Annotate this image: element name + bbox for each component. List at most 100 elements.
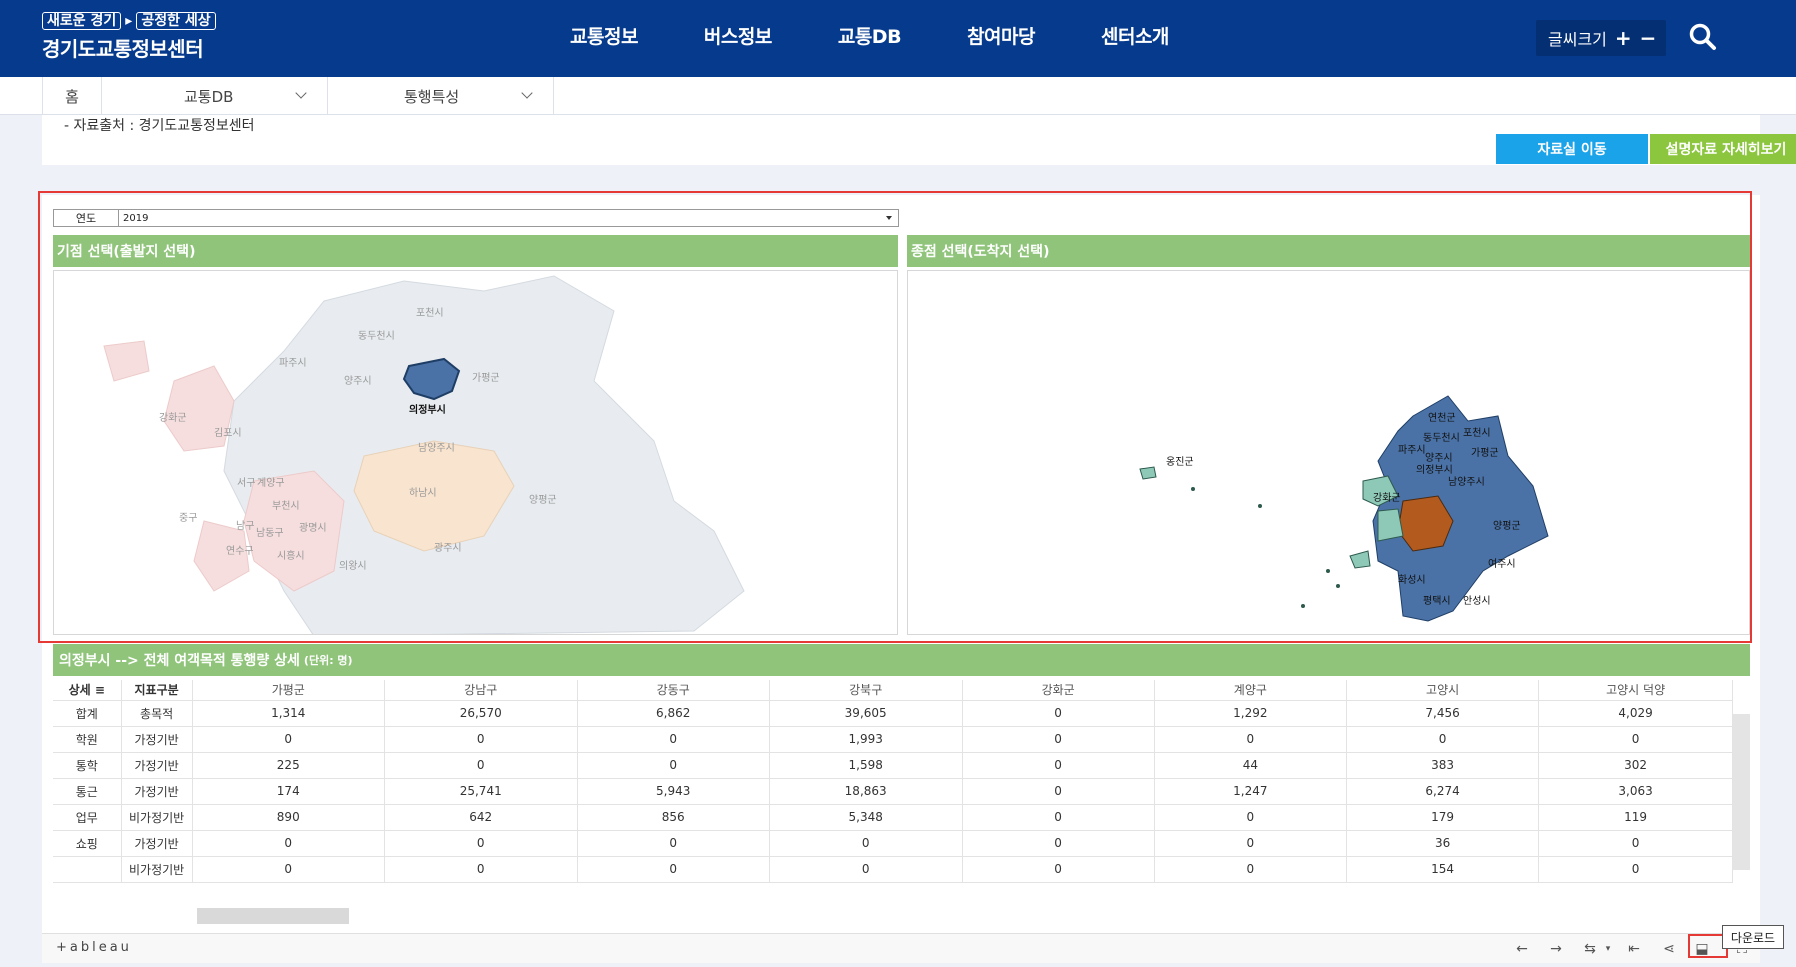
incheon-dest-shape[interactable] bbox=[1377, 508, 1404, 542]
undo-icon[interactable]: ← bbox=[1516, 941, 1528, 957]
table-vertical-scrollbar[interactable] bbox=[1733, 714, 1750, 870]
table-cell[interactable]: 0 bbox=[1154, 804, 1347, 831]
fullscreen-icon[interactable]: ⛶ bbox=[1737, 941, 1747, 957]
table-cell[interactable]: 302 bbox=[1538, 752, 1733, 779]
table-row[interactable]: 학원 가정기반 0 0 0 1,993 0 0 0 0 bbox=[53, 726, 1733, 753]
table-cell[interactable]: 7,456 bbox=[1346, 700, 1540, 727]
table-cell[interactable]: 642 bbox=[384, 804, 578, 831]
table-cell[interactable]: 6,862 bbox=[577, 700, 770, 727]
table-cell[interactable]: 4,029 bbox=[1538, 700, 1733, 727]
table-cell[interactable]: 154 bbox=[1346, 856, 1540, 883]
table-cell[interactable]: 0 bbox=[962, 726, 1155, 753]
table-cell[interactable]: 856 bbox=[577, 804, 770, 831]
nav-bus-info[interactable]: 버스정보 bbox=[703, 26, 772, 48]
table-cell[interactable]: 0 bbox=[577, 830, 770, 857]
table-cell[interactable]: 0 bbox=[577, 752, 770, 779]
breadcrumb-traffic-db[interactable]: 교통DB bbox=[102, 77, 328, 115]
table-cell[interactable]: 0 bbox=[384, 856, 578, 883]
font-decrease-button[interactable]: − bbox=[1639, 26, 1657, 50]
table-cell[interactable]: 0 bbox=[962, 700, 1155, 727]
download-icon[interactable]: ⬓ bbox=[1695, 941, 1709, 957]
share-icon[interactable]: ⋖ bbox=[1663, 941, 1675, 957]
table-cell[interactable]: 0 bbox=[1154, 726, 1347, 753]
year-dropdown[interactable]: 2019 bbox=[119, 209, 899, 227]
map-label-seogu: 서구 bbox=[237, 477, 255, 489]
nav-traffic-db[interactable]: 교통DB bbox=[837, 26, 902, 48]
table-cell[interactable]: 39,605 bbox=[769, 700, 963, 727]
table-cell[interactable]: 36 bbox=[1346, 830, 1540, 857]
archive-button[interactable]: 자료실 이동 bbox=[1496, 134, 1648, 164]
destination-map[interactable]: 연천군 동두천시 포천시 파주시 가평군 양주시 의정부시 남양주시 양평군 여… bbox=[907, 270, 1750, 635]
table-cell[interactable]: 0 bbox=[962, 804, 1155, 831]
table-cell[interactable]: 890 bbox=[192, 804, 385, 831]
reset-icon[interactable]: ⇤ bbox=[1628, 941, 1640, 957]
table-cell[interactable]: 0 bbox=[384, 726, 578, 753]
table-row[interactable]: 쇼핑 가정기반 0 0 0 0 0 0 36 0 bbox=[53, 830, 1733, 857]
table-row[interactable]: 비가정기반 0 0 0 0 0 0 154 0 bbox=[53, 856, 1733, 883]
breadcrumb-travel-characteristics[interactable]: 통행특성 bbox=[328, 77, 554, 115]
table-cell[interactable]: 0 bbox=[962, 752, 1155, 779]
table-cell[interactable]: 119 bbox=[1538, 804, 1733, 831]
nav-participation[interactable]: 참여마당 bbox=[967, 26, 1035, 48]
table-cell[interactable]: 44 bbox=[1154, 752, 1347, 779]
nav-traffic-info[interactable]: 교통정보 bbox=[570, 26, 638, 48]
table-cell[interactable]: 26,570 bbox=[384, 700, 578, 727]
nav-center-intro[interactable]: 센터소개 bbox=[1100, 26, 1169, 48]
table-cell[interactable]: 0 bbox=[1538, 726, 1733, 753]
table-cell[interactable]: 225 bbox=[192, 752, 385, 779]
table-row[interactable]: 통근 가정기반 174 25,741 5,943 18,863 0 1,247 6,274 3,0… bbox=[53, 778, 1733, 805]
col-header-detail[interactable]: 상세 ≡ bbox=[53, 680, 122, 701]
revert-icon[interactable]: ⇆ bbox=[1584, 941, 1596, 957]
redo-icon[interactable]: → bbox=[1550, 941, 1562, 957]
site-logo[interactable]: 새로운 경기 ▸ 공정한 세상 경기도교통정보센터 bbox=[42, 12, 216, 62]
sort-icon[interactable]: ≡ bbox=[94, 683, 105, 698]
table-horizontal-scrollbar[interactable] bbox=[197, 908, 349, 924]
table-cell[interactable]: 383 bbox=[1346, 752, 1540, 779]
table-cell[interactable]: 1,292 bbox=[1154, 700, 1347, 727]
table-cell[interactable]: 0 bbox=[384, 830, 578, 857]
search-icon[interactable] bbox=[1688, 22, 1718, 52]
table-cell[interactable]: 1,247 bbox=[1154, 778, 1347, 805]
table-cell[interactable]: 0 bbox=[192, 726, 385, 753]
revert-dropdown-icon[interactable]: ▾ bbox=[1605, 944, 1611, 954]
table-cell[interactable]: 0 bbox=[769, 856, 963, 883]
table-row[interactable]: 통학 가정기반 225 0 0 1,598 0 44 383 302 bbox=[53, 752, 1733, 779]
font-size-label: 글씨크기 bbox=[1548, 30, 1607, 49]
table-cell[interactable]: 179 bbox=[1346, 804, 1540, 831]
table-cell[interactable]: 0 bbox=[1538, 856, 1733, 883]
site-header: 새로운 경기 ▸ 공정한 세상 경기도교통정보센터 교통정보 버스정보 교통DB… bbox=[0, 0, 1796, 77]
table-cell[interactable]: 0 bbox=[577, 856, 770, 883]
table-cell[interactable]: 0 bbox=[577, 726, 770, 753]
table-cell[interactable]: 0 bbox=[962, 778, 1155, 805]
table-cell[interactable]: 3,063 bbox=[1538, 778, 1733, 805]
uijeongbu-selected-shape[interactable] bbox=[402, 357, 461, 401]
table-cell[interactable]: 0 bbox=[1538, 830, 1733, 857]
table-cell[interactable]: 1,598 bbox=[769, 752, 963, 779]
detail-doc-button[interactable]: 설명자료 자세히보기 bbox=[1650, 134, 1796, 164]
breadcrumb-home[interactable]: 홈 bbox=[42, 77, 102, 115]
table-cell[interactable]: 0 bbox=[962, 830, 1155, 857]
table-cell[interactable]: 0 bbox=[192, 830, 385, 857]
table-cell[interactable]: 0 bbox=[192, 856, 385, 883]
tableau-logo[interactable]: +ableau bbox=[56, 940, 132, 955]
font-increase-button[interactable]: + bbox=[1614, 26, 1632, 50]
table-cell[interactable]: 6,274 bbox=[1346, 778, 1540, 805]
table-row[interactable]: 업무 비가정기반 890 642 856 5,348 0 0 179 119 bbox=[53, 804, 1733, 831]
ganghwa-dest-shape[interactable] bbox=[1362, 475, 1399, 507]
table-cell[interactable]: 174 bbox=[192, 778, 385, 805]
table-cell[interactable]: 0 bbox=[384, 752, 578, 779]
origin-map[interactable]: 포천시 동두천시 파주시 양주시 가평군 의정부시 강화군 김포시 남양주시 서… bbox=[53, 270, 898, 635]
table-cell[interactable]: 18,863 bbox=[769, 778, 963, 805]
table-cell[interactable]: 5,348 bbox=[769, 804, 963, 831]
table-cell[interactable]: 1,314 bbox=[192, 700, 385, 727]
table-cell[interactable]: 0 bbox=[962, 856, 1155, 883]
table-cell[interactable]: 1,993 bbox=[769, 726, 963, 753]
table-cell[interactable]: 0 bbox=[1346, 726, 1540, 753]
table-cell[interactable]: 5,943 bbox=[577, 778, 770, 805]
table-cell[interactable]: 25,741 bbox=[384, 778, 578, 805]
table-cell[interactable]: 0 bbox=[769, 830, 963, 857]
table-cell[interactable]: 0 bbox=[1154, 830, 1347, 857]
table-cell[interactable]: 0 bbox=[1154, 856, 1347, 883]
table-row[interactable]: 합계 총목적 1,314 26,570 6,862 39,605 0 1,292 7,456 4,… bbox=[53, 700, 1733, 727]
gyeonggi-dest-shape[interactable] bbox=[1372, 395, 1549, 622]
